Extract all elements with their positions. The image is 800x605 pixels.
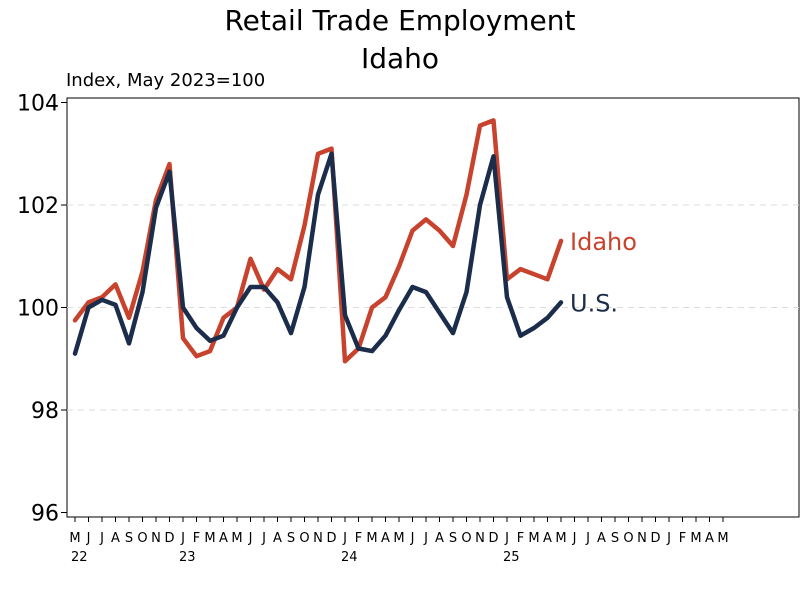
x-year-label: 22 [71,550,88,565]
y-tick-label: 100 [17,297,59,322]
x-tick-label: M [393,531,404,546]
x-tick-label: J [423,531,428,546]
chart-subtitle: Idaho [361,42,439,75]
y-tick-label: 96 [31,502,59,527]
x-tick-label: S [611,531,619,546]
x-tick-label: A [705,531,714,546]
x-tick-label: J [410,531,415,546]
y-axis-label: Index, May 2023=100 [66,70,265,91]
x-tick-label: A [219,531,228,546]
x-tick-label: A [381,531,390,546]
x-tick-label: F [355,531,362,546]
x-tick-label: M [717,531,728,546]
x-tick-label: M [69,531,80,546]
x-tick-label: S [287,531,295,546]
x-tick-label: N [313,531,323,546]
x-tick-label: J [572,531,577,546]
x-tick-label: J [666,531,671,546]
x-tick-label: J [86,531,91,546]
grid-lines [67,204,799,411]
x-tick-label: J [99,531,104,546]
y-tick-label: 102 [17,194,59,219]
x-tick-label: N [151,531,161,546]
x-tick-label: M [366,531,377,546]
x-tick-label: A [111,531,120,546]
series-line-idaho [72,118,564,364]
x-tick-label: J [342,531,347,546]
series-labels: Idaho U.S. [570,228,637,318]
x-tick-label: D [164,531,174,546]
series-label-u-s: U.S. [570,289,618,317]
x-tick-label: S [125,531,133,546]
x-tick-label: O [137,531,147,546]
x-tick-label: O [299,531,309,546]
x-tick-label: S [449,531,457,546]
x-tick-label: M [204,531,215,546]
x-tick-label: F [517,531,524,546]
x-tick-label: D [488,531,498,546]
x-tick-label: J [504,531,509,546]
x-tick-label: D [326,531,336,546]
x-tick-label: D [650,531,660,546]
x-tick-label: J [261,531,266,546]
x-tick-label: J [248,531,253,546]
x-tick-label: N [475,531,485,546]
x-tick-label: A [543,531,552,546]
x-tick-label: O [623,531,633,546]
x-tick-label: J [585,531,590,546]
x-tick-label: M [555,531,566,546]
x-tick-label: F [679,531,686,546]
series-label-idaho: Idaho [570,228,637,256]
y-axis: 96 98 100 102 104 [17,92,67,527]
x-tick-label: N [637,531,647,546]
x-tick-label: A [597,531,606,546]
x-year-label: 25 [503,550,520,565]
x-tick-label: F [193,531,200,546]
x-tick-label: O [461,531,471,546]
x-tick-label: A [273,531,282,546]
series-lines [72,118,564,364]
x-tick-label: M [231,531,242,546]
x-year-label: 23 [179,550,196,565]
x-tick-label: J [180,531,185,546]
x-tick-label: M [690,531,701,546]
series-line-u-s [72,151,564,356]
x-tick-label: M [528,531,539,546]
y-tick-label: 98 [31,399,59,424]
x-tick-label: A [435,531,444,546]
chart-title: Retail Trade Employment [224,4,575,37]
y-tick-label: 104 [17,92,59,117]
x-year-label: 24 [341,550,358,565]
